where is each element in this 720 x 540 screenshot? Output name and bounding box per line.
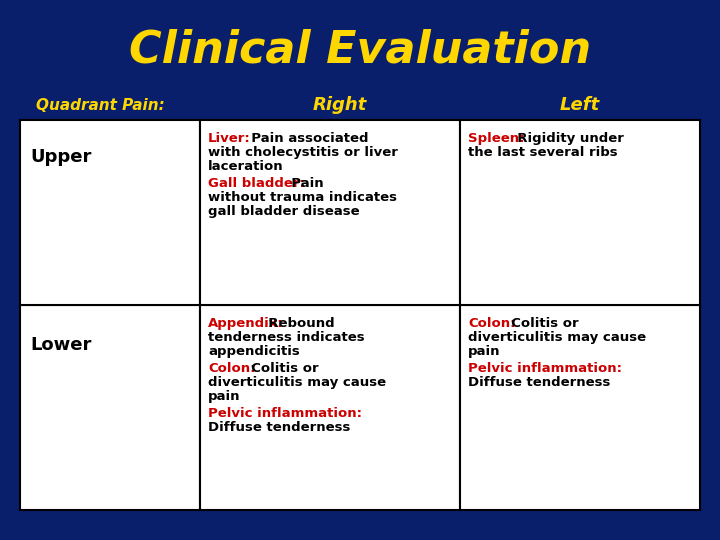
Text: appendicitis: appendicitis [208, 345, 300, 358]
Text: without trauma indicates: without trauma indicates [208, 191, 397, 204]
Text: Rigidity under: Rigidity under [508, 132, 624, 145]
Text: Colitis or: Colitis or [503, 317, 579, 330]
Text: Rebound: Rebound [259, 317, 335, 330]
FancyBboxPatch shape [460, 120, 700, 305]
Text: Diffuse tenderness: Diffuse tenderness [468, 376, 611, 389]
Text: Pain: Pain [282, 177, 324, 190]
FancyBboxPatch shape [20, 120, 200, 305]
Text: Upper: Upper [30, 148, 91, 166]
Text: laceration: laceration [208, 160, 284, 173]
Text: Diffuse tenderness: Diffuse tenderness [208, 421, 351, 434]
Text: gall bladder disease: gall bladder disease [208, 205, 359, 218]
Text: Lower: Lower [30, 336, 91, 354]
Text: Colon:: Colon: [208, 362, 256, 375]
Text: pain: pain [468, 345, 500, 358]
Text: Pelvic inflammation:: Pelvic inflammation: [468, 362, 622, 375]
Text: tenderness indicates: tenderness indicates [208, 331, 364, 344]
FancyBboxPatch shape [460, 305, 700, 510]
Text: pain: pain [208, 390, 240, 403]
FancyBboxPatch shape [200, 305, 460, 510]
Text: Quadrant Pain:: Quadrant Pain: [35, 98, 164, 112]
Text: with cholecystitis or liver: with cholecystitis or liver [208, 146, 398, 159]
Text: Left: Left [560, 96, 600, 114]
FancyBboxPatch shape [20, 305, 200, 510]
FancyBboxPatch shape [200, 120, 460, 305]
Text: diverticulitis may cause: diverticulitis may cause [208, 376, 386, 389]
Text: Spleen:: Spleen: [468, 132, 524, 145]
Text: Pelvic inflammation:: Pelvic inflammation: [208, 407, 362, 420]
Text: diverticulitis may cause: diverticulitis may cause [468, 331, 646, 344]
Text: the last several ribs: the last several ribs [468, 146, 618, 159]
Text: Gall bladder:: Gall bladder: [208, 177, 305, 190]
Text: Liver:: Liver: [208, 132, 251, 145]
Text: Colitis or: Colitis or [242, 362, 319, 375]
Text: Clinical Evaluation: Clinical Evaluation [129, 29, 591, 71]
Text: Colon:: Colon: [468, 317, 516, 330]
Text: Appendix:: Appendix: [208, 317, 284, 330]
Text: Pain associated: Pain associated [242, 132, 369, 145]
Text: Right: Right [312, 96, 367, 114]
